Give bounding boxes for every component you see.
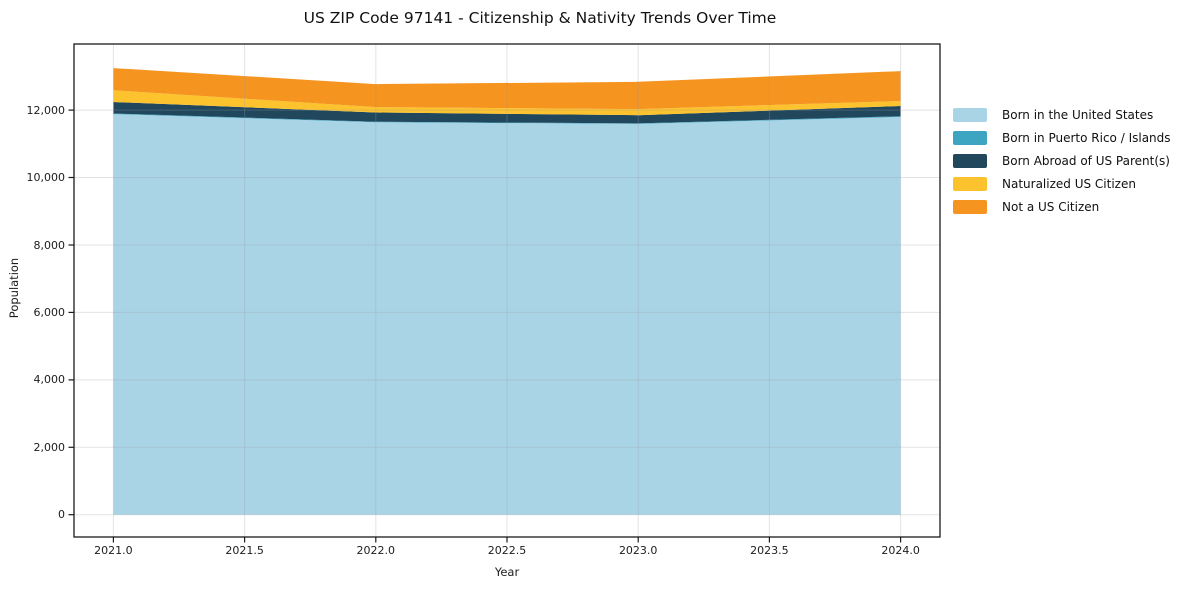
x-tick-label: 2024.0 <box>881 544 920 557</box>
y-tick-label: 10,000 <box>26 171 66 184</box>
chart-title: US ZIP Code 97141 - Citizenship & Nativi… <box>303 9 777 27</box>
legend-item: Born Abroad of US Parent(s) <box>953 154 1171 168</box>
legend-item: Naturalized US Citizen <box>953 177 1171 191</box>
legend-label: Born in the United States <box>1002 108 1154 122</box>
area-series-0 <box>113 114 901 515</box>
x-tick-label: 2022.5 <box>487 544 527 557</box>
y-tick-label: 0 <box>58 508 65 522</box>
legend-swatch-icon <box>953 154 987 168</box>
x-tick-label: 2023.5 <box>750 544 789 557</box>
area-series-3 <box>113 90 901 116</box>
legend: Born in the United States Born in Puerto … <box>953 108 1171 214</box>
y-tick-label: 12,000 <box>26 103 66 117</box>
y-tick-label: 6,000 <box>33 305 66 319</box>
x-tick-label: 2021.5 <box>225 544 264 557</box>
x-tick-label: 2023.0 <box>618 544 658 557</box>
legend-swatch-icon <box>953 200 987 214</box>
y-tick-label: 8,000 <box>33 238 66 252</box>
x-tick-label: 2021.0 <box>94 544 133 557</box>
area-series-1 <box>113 113 901 124</box>
area-series-2 <box>113 102 901 124</box>
x-axis-label: Year <box>494 565 520 579</box>
legend-label: Born Abroad of US Parent(s) <box>1002 154 1170 168</box>
y-tick-label: 2,000 <box>33 440 66 454</box>
legend-item: Born in Puerto Rico / Islands <box>953 131 1171 145</box>
legend-swatch-icon <box>953 131 987 145</box>
legend-label: Not a US Citizen <box>1002 200 1100 214</box>
legend-label: Born in Puerto Rico / Islands <box>1002 131 1171 145</box>
legend-item: Not a US Citizen <box>953 200 1171 214</box>
y-tick-label: 4,000 <box>33 373 66 387</box>
y-axis-label: Population <box>7 257 21 319</box>
legend-swatch-icon <box>953 108 987 122</box>
x-tick-label: 2022.0 <box>356 544 396 557</box>
legend-swatch-icon <box>953 177 987 191</box>
area-series-4 <box>113 68 901 110</box>
legend-item: Born in the United States <box>953 108 1171 122</box>
legend-label: Naturalized US Citizen <box>1002 177 1136 191</box>
